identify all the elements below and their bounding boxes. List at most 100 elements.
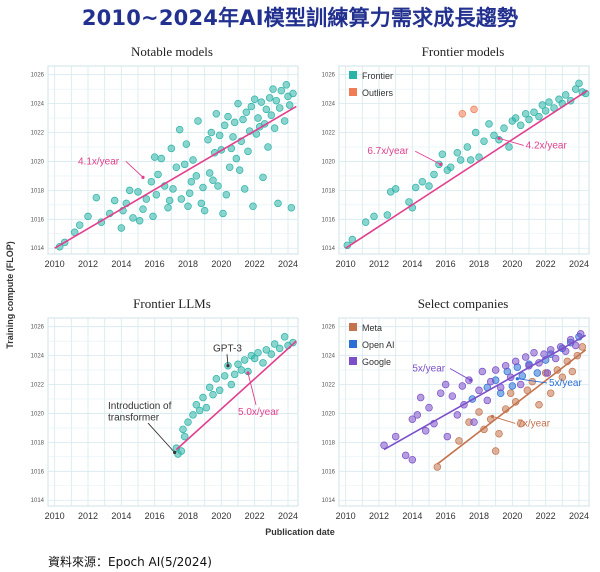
data-point [538,101,547,109]
y-tick-label: 1022 [322,383,336,389]
annotation-arrow [147,422,175,453]
y-tick-label: 1018 [322,188,336,194]
y-tick-label: 1024 [31,102,45,108]
annotation-arrowhead [439,162,443,166]
x-tick-label: 2014 [111,259,131,269]
data-point [212,374,221,383]
y-tick-label: 1024 [322,102,336,108]
data-point [275,104,284,112]
data-point [209,176,217,184]
annotation-arrowhead [226,364,230,368]
y-tick-label: 1016 [322,469,336,475]
data-point [154,170,162,179]
data-point [500,124,508,132]
data-point [480,137,488,145]
page-title: 2010~2024年AI模型訓練算力需求成長趨勢 [81,6,519,30]
y-tick-label: 1016 [31,469,45,475]
data-point [270,340,279,348]
x-tick-label: 2018 [178,511,198,521]
data-point [189,156,197,164]
annotation-arrow [415,150,441,165]
data-point [224,112,232,121]
data-point [214,182,222,190]
x-tick-label: 2020 [211,511,231,521]
data-point [194,117,202,125]
annotation-label: 6.7x/year [367,146,409,157]
data-point [436,389,445,397]
data-point [164,203,172,212]
data-point [370,212,378,221]
y-tick-label: 1016 [322,217,336,223]
y-tick-label: 1020 [322,159,336,165]
data-point [401,451,410,460]
x-tick-label: 2020 [502,511,522,521]
x-tick-label: 2020 [502,259,522,269]
x-tick-label: 2016 [436,511,456,521]
annotation-label: transformer [108,413,160,424]
x-tick-label: 2018 [469,259,489,269]
data-point [172,163,181,171]
data-point [234,99,242,108]
data-point [269,85,277,93]
y-tick-label: 1018 [322,440,336,446]
data-point [413,411,422,419]
data-point [240,356,249,364]
data-point [282,81,291,89]
annotation-arrowhead [246,371,250,375]
data-point [280,333,289,341]
y-tick-label: 1026 [322,325,336,331]
data-point [150,153,159,161]
data-point [267,350,276,358]
data-point [257,98,266,106]
data-point [225,163,234,171]
legend-label: Outliers [362,88,394,98]
data-point [558,373,567,382]
data-point [491,366,500,374]
data-point [199,183,207,192]
data-point [561,347,570,356]
x-tick-label: 2010 [336,259,356,269]
annotation-arrow [492,415,516,424]
data-point [177,447,186,455]
data-point [265,94,274,102]
data-point [285,101,294,109]
data-point [199,393,207,402]
data-point [405,198,413,206]
y-tick-label: 1024 [31,354,45,360]
data-point [157,154,166,163]
data-point [470,418,478,426]
data-point [239,115,247,124]
y-tick-label: 1018 [31,188,45,194]
data-point [249,202,257,211]
annotation-label: 5.0x/year [238,407,280,418]
data-point [478,367,487,376]
data-point [289,338,297,347]
legend-swatch [349,71,357,79]
trend-line [383,334,587,451]
x-tick-label: 2024 [569,259,589,269]
legend-swatch [349,357,357,365]
data-point [179,425,187,434]
data-point [287,203,296,212]
annotation-arrow [498,137,524,146]
data-point [254,114,262,122]
x-tick-label: 2012 [78,259,98,269]
x-tick-label: 2018 [469,511,489,521]
data-point [139,205,147,213]
source-note: 資料來源：Epoch AI(5/2024) [48,555,212,569]
data-point [75,221,84,229]
panel-title-notable: Notable models [131,44,213,59]
legend-swatch [349,323,357,331]
x-tick-label: 2014 [402,259,422,269]
data-point [455,437,463,445]
annotation-arrow [247,372,257,406]
data-point [416,393,425,402]
data-point [516,380,525,389]
data-point [433,463,442,471]
data-point [466,156,475,164]
legend-label: Open AI [362,340,395,350]
data-point [272,96,281,105]
data-point [578,343,587,351]
data-point [471,128,480,137]
